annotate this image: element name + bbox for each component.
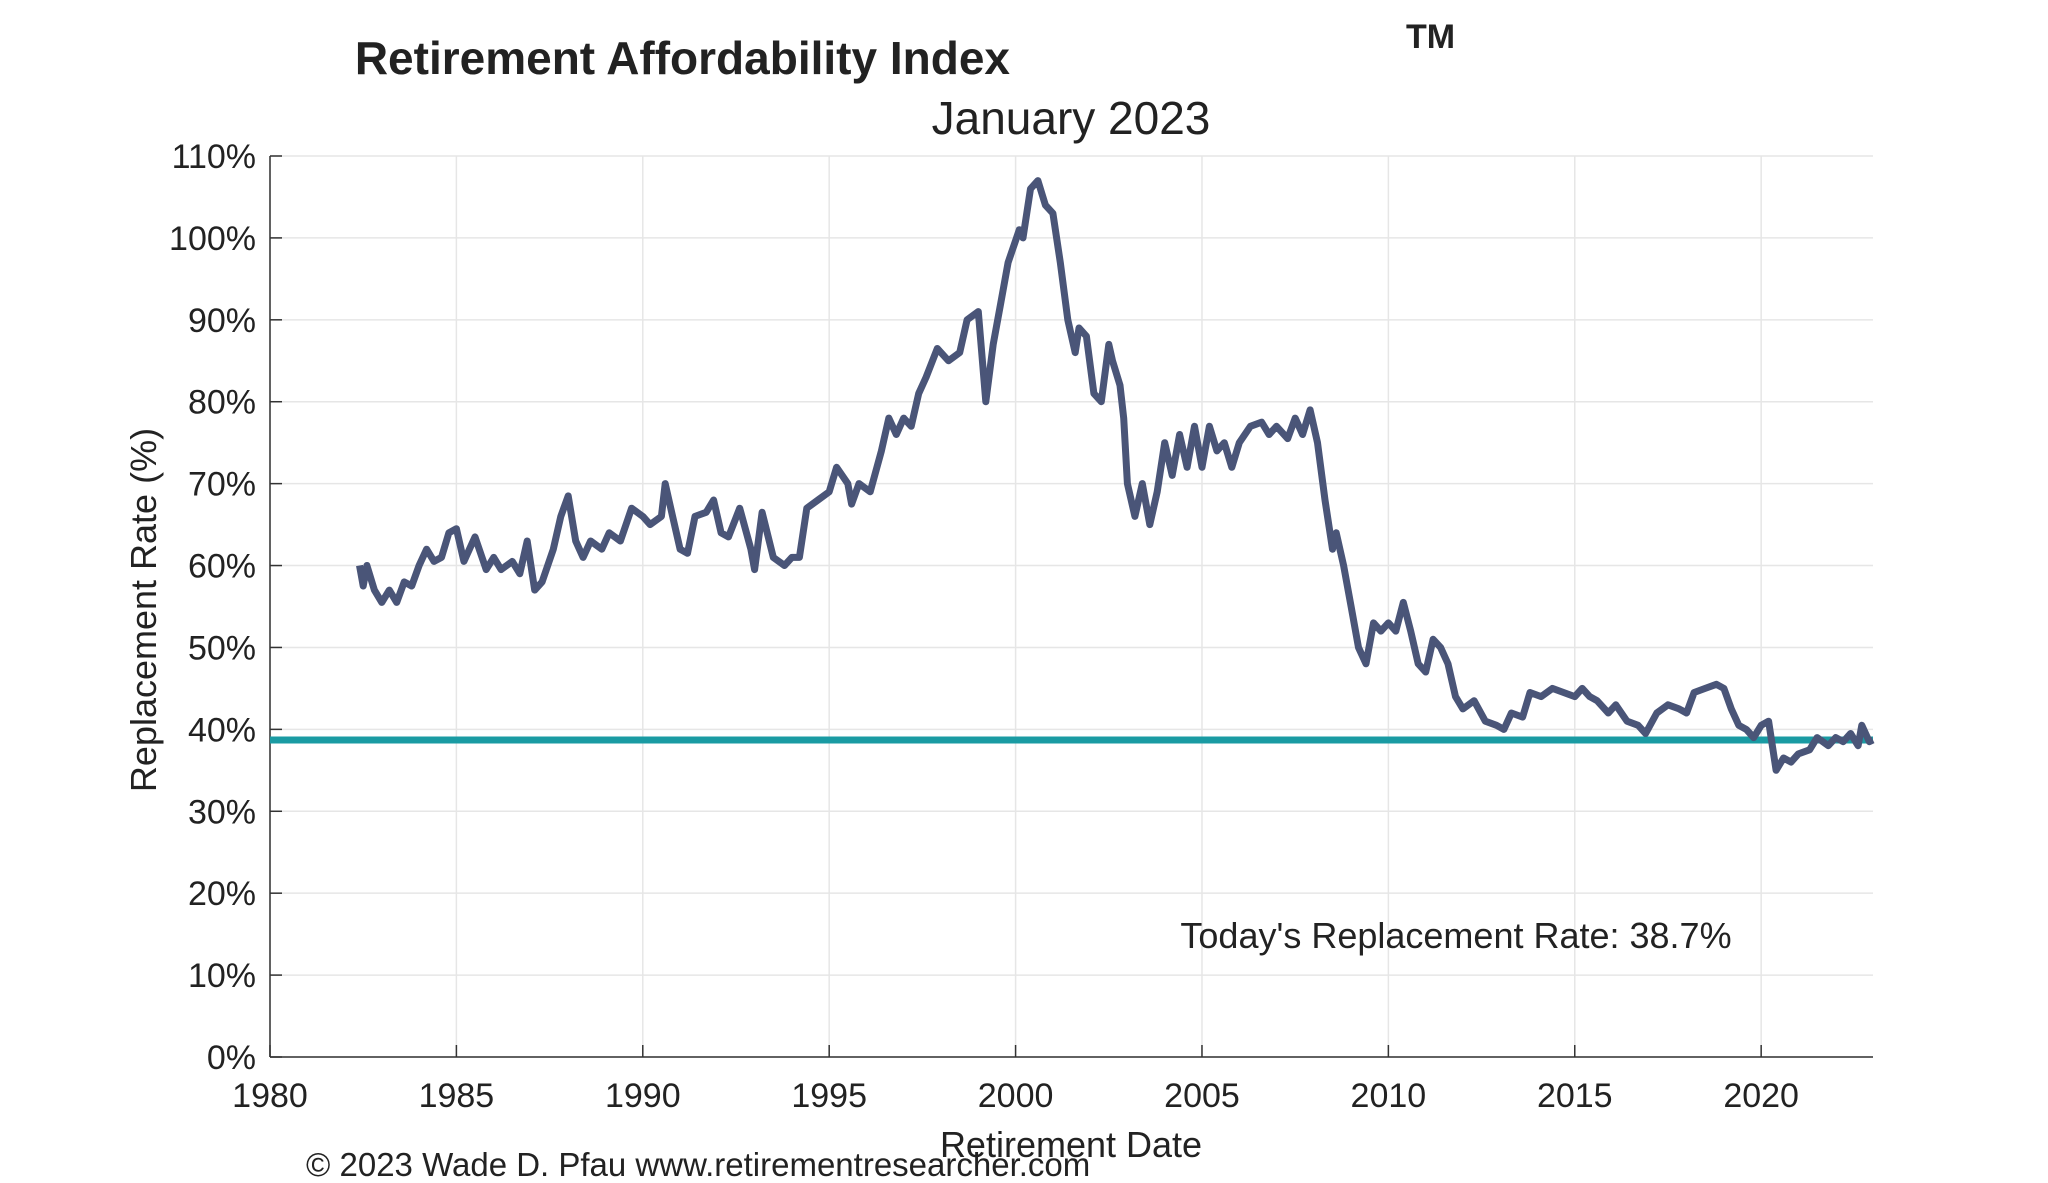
annotation: Today's Replacement Rate: 38.7% xyxy=(1180,915,1731,956)
x-tick-label: 1990 xyxy=(605,1077,681,1115)
y-tick-label: 50% xyxy=(188,629,256,667)
y-tick-label: 100% xyxy=(169,220,256,258)
footer-copyright: © 2023 Wade D. Pfau www.retirementresear… xyxy=(306,1146,1090,1183)
chart-title-superscript: TM xyxy=(1406,18,1455,56)
y-tick-label: 30% xyxy=(188,793,256,831)
x-tick-label: 2020 xyxy=(1723,1077,1799,1115)
x-tick-label: 1995 xyxy=(791,1077,867,1115)
x-axis-label: Retirement Date xyxy=(940,1124,1202,1165)
y-tick-label: 0% xyxy=(207,1039,256,1077)
y-tick-label: 70% xyxy=(188,466,256,504)
x-tick-label: 1985 xyxy=(419,1077,495,1115)
x-tick-label: 1980 xyxy=(232,1077,308,1115)
y-tick-label: 60% xyxy=(188,548,256,586)
y-tick-label: 90% xyxy=(188,302,256,340)
y-tick-label: 110% xyxy=(172,138,256,176)
y-tick-label: 80% xyxy=(188,384,256,422)
axes xyxy=(269,155,1873,1058)
grid xyxy=(269,155,1873,1058)
y-tick-label: 10% xyxy=(188,957,256,995)
x-tick-label: 2015 xyxy=(1537,1077,1613,1115)
y-tick-label: 20% xyxy=(188,875,256,913)
series-line xyxy=(356,177,1875,774)
x-tick-label: 2010 xyxy=(1351,1077,1427,1115)
x-tick-label: 2000 xyxy=(978,1077,1054,1115)
y-tick-label: 40% xyxy=(188,711,256,749)
chart-subtitle: January 2023 xyxy=(932,92,1211,144)
x-tick-labels: 1980 1985 1990 1995 2000 2005 2010 2015 2020 xyxy=(232,1077,1799,1115)
chart-title: Retirement Affordability Index xyxy=(355,32,1011,84)
y-axis-label: Replacement Rate (%) xyxy=(123,428,164,792)
x-tick-label: 2005 xyxy=(1164,1077,1240,1115)
y-tick-labels: 0% 10% 20% 30% 40% 50% 60% 70% 80% 90% 100% 110% xyxy=(169,138,256,1077)
